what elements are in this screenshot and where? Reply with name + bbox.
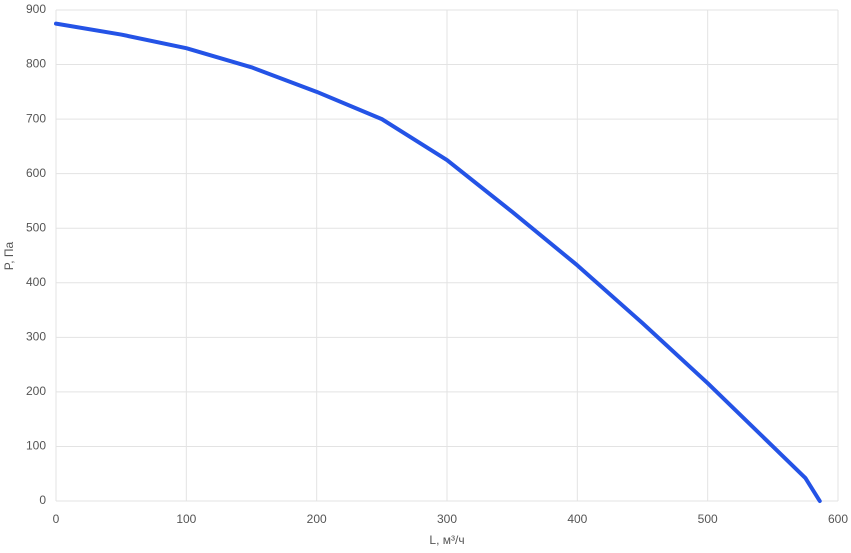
x-tick-label: 100 <box>176 512 196 526</box>
y-tick-label: 200 <box>26 384 46 398</box>
y-tick-label: 0 <box>39 493 46 507</box>
y-tick-label: 900 <box>26 2 46 16</box>
x-tick-label: 0 <box>53 512 60 526</box>
data-line <box>54 21 822 503</box>
x-tick-label: 600 <box>828 512 848 526</box>
y-axis-label: P, Па <box>2 241 16 270</box>
y-tick-label: 700 <box>26 111 46 125</box>
x-tick-label: 400 <box>567 512 587 526</box>
x-tick-label: 300 <box>437 512 457 526</box>
y-tick-label: 800 <box>26 57 46 71</box>
y-tick-label: 600 <box>26 166 46 180</box>
y-tick-label: 100 <box>26 439 46 453</box>
y-tick-label: 300 <box>26 330 46 344</box>
x-tick-label: 500 <box>698 512 718 526</box>
y-tick-label: 500 <box>26 220 46 234</box>
y-tick-label: 400 <box>26 275 46 289</box>
x-tick-label: 200 <box>307 512 327 526</box>
x-axis-label: L, м³/ч <box>429 533 464 547</box>
